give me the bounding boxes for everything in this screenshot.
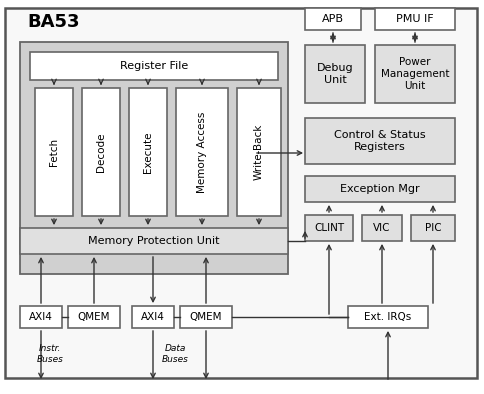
Text: APB: APB	[321, 14, 343, 24]
Text: Decode: Decode	[96, 132, 106, 172]
Text: Control & Status
Registers: Control & Status Registers	[333, 130, 425, 152]
Text: PMU IF: PMU IF	[395, 14, 433, 24]
Bar	[20, 42, 287, 274]
Bar	[176, 88, 227, 216]
Text: CLINT: CLINT	[313, 223, 343, 233]
Text: Instr.
Buses: Instr. Buses	[36, 344, 63, 364]
Bar	[348, 306, 427, 328]
Text: Fetch: Fetch	[49, 138, 59, 166]
Bar	[180, 306, 231, 328]
Bar	[30, 52, 277, 80]
Bar	[304, 176, 454, 202]
Text: QMEM: QMEM	[189, 312, 222, 322]
Text: Register File: Register File	[120, 61, 188, 71]
Text: AXI4: AXI4	[141, 312, 165, 322]
Bar	[304, 8, 360, 30]
Bar	[68, 306, 120, 328]
Text: Data
Buses: Data Buses	[161, 344, 188, 364]
Bar	[304, 215, 352, 241]
Text: Memory Access: Memory Access	[197, 112, 207, 193]
Text: Exception Mgr: Exception Mgr	[339, 184, 419, 194]
Text: BA53: BA53	[27, 13, 79, 31]
Bar	[20, 306, 62, 328]
Text: Debug
Unit: Debug Unit	[316, 63, 352, 85]
Text: Execute: Execute	[143, 131, 152, 173]
Bar	[304, 45, 364, 103]
Text: Ext. IRQs: Ext. IRQs	[363, 312, 411, 322]
Bar	[129, 88, 166, 216]
Bar	[20, 228, 287, 254]
Text: VIC: VIC	[373, 223, 390, 233]
Bar	[410, 215, 454, 241]
Bar	[304, 118, 454, 164]
Bar	[374, 45, 454, 103]
Text: QMEM: QMEM	[77, 312, 110, 322]
Text: PIC: PIC	[424, 223, 440, 233]
Bar	[374, 8, 454, 30]
Bar	[361, 215, 401, 241]
Text: Write-Back: Write-Back	[254, 124, 263, 180]
Bar	[237, 88, 280, 216]
Text: Memory Protection Unit: Memory Protection Unit	[88, 236, 219, 246]
Text: Power
Management
Unit: Power Management Unit	[380, 58, 448, 91]
Bar	[82, 88, 120, 216]
Bar	[132, 306, 174, 328]
Text: AXI4: AXI4	[29, 312, 53, 322]
Bar	[35, 88, 73, 216]
